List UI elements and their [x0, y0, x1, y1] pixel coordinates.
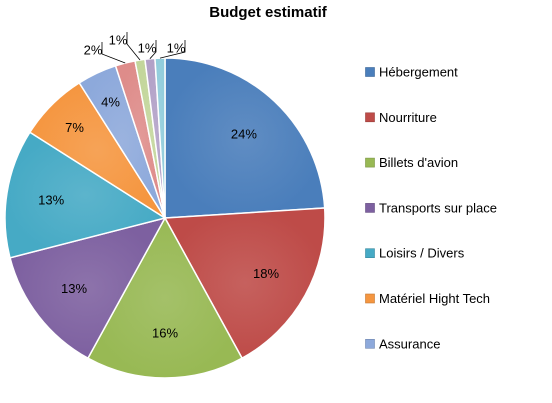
slice-label-assurance: 4% — [101, 95, 120, 110]
pie-slice-nourriture — [163, 207, 326, 360]
legend-swatch-assurance — [365, 338, 375, 349]
legend-item-billets-d-avion: Billets d'avion — [365, 155, 458, 170]
legend-label-transports-sur-place: Transports sur place — [379, 200, 497, 215]
slice-label-nourriture: 18% — [253, 266, 279, 281]
legend-label-hebergement: Hébergement — [379, 65, 458, 80]
pie-slice-loisirs-divers — [4, 131, 167, 259]
legend-label-assurance: Assurance — [379, 336, 440, 351]
pie-slice-transports-sur-place — [9, 216, 167, 360]
leader-line-10 — [159, 40, 186, 59]
leader-lines — [101, 32, 186, 64]
legend: Hébergement Nourriture Billets d'avion Tran… — [365, 65, 497, 351]
legend-swatch-materiel-hight-tech — [365, 293, 375, 304]
legend-swatch-billets-d-avion — [365, 157, 375, 168]
pie-slices — [4, 57, 326, 379]
pie-slice-slice-10 — [154, 57, 166, 219]
legend-label-loisirs-divers: Loisirs / Divers — [379, 246, 465, 261]
slice-label-hebergement: 24% — [231, 127, 257, 142]
legend-item-assurance: Assurance — [365, 336, 440, 351]
leader-line-8 — [126, 32, 141, 61]
chart-title: Budget estimatif — [209, 4, 328, 21]
slice-label-materiel-hight-tech: 7% — [65, 120, 84, 135]
legend-swatch-nourriture — [365, 112, 375, 123]
legend-item-hebergement: Hébergement — [365, 65, 458, 80]
legend-item-materiel-hight-tech: Matériel Hight Tech — [365, 291, 490, 306]
slice-label-slice-7: 2% — [84, 43, 103, 58]
slice-label-transports-sur-place: 13% — [61, 281, 87, 296]
slice-label-slice-8: 1% — [109, 33, 128, 48]
legend-swatch-hebergement — [365, 67, 375, 77]
legend-item-nourriture: Nourriture — [365, 110, 437, 125]
pie-slice-billets-d-avion — [86, 216, 244, 379]
leader-line-9 — [149, 40, 157, 59]
slice-label-slice-9: 1% — [138, 41, 157, 56]
legend-label-materiel-hight-tech: Matériel Hight Tech — [379, 291, 490, 306]
legend-item-loisirs-divers: Loisirs / Divers — [365, 246, 465, 261]
legend-label-nourriture: Nourriture — [379, 110, 437, 125]
legend-swatch-loisirs-divers — [365, 248, 375, 258]
legend-item-transports-sur-place: Transports sur place — [365, 200, 497, 215]
slice-label-loisirs-divers: 13% — [38, 193, 64, 208]
slice-label-slice-10: 1% — [167, 41, 186, 56]
slice-label-billets-d-avion: 16% — [152, 326, 178, 341]
slice-labels: 24% 18% 16% 13% 13% 7% 4% 2% 1% 1% 1% — [38, 33, 279, 341]
pie-slice-hebergement — [164, 57, 326, 219]
leader-line-7 — [101, 42, 126, 64]
legend-label-billets-d-avion: Billets d'avion — [379, 155, 458, 170]
legend-swatch-transports-sur-place — [365, 203, 375, 213]
